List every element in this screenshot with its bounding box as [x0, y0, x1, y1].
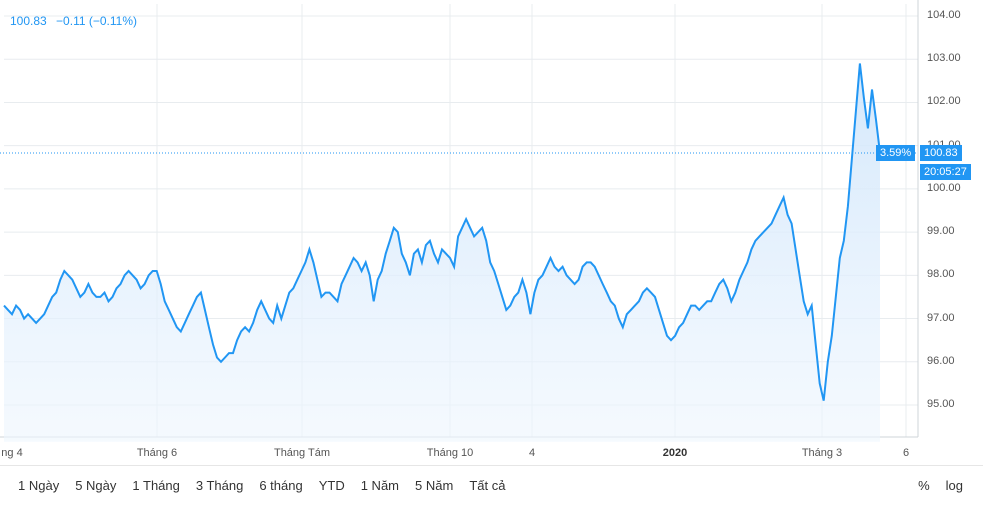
range-button-6m[interactable]: 6 tháng	[259, 478, 303, 493]
range-button-ytd[interactable]: YTD	[318, 478, 345, 493]
current-price: 100.83	[10, 14, 47, 28]
percent-badge: 3.59%	[876, 145, 916, 161]
log-scale-button[interactable]: log	[945, 478, 963, 493]
y-tick-label: 100.00	[927, 181, 961, 194]
x-tick-label: Tháng 10	[426, 447, 474, 459]
time-badge: 20:05:27	[920, 164, 971, 180]
range-button-all[interactable]: Tất cả	[469, 478, 506, 493]
range-button-1y[interactable]: 1 Năm	[360, 478, 400, 493]
price-badge: 100.83	[920, 145, 962, 161]
range-button-1m[interactable]: 1 Tháng	[132, 478, 180, 493]
range-button-5y[interactable]: 5 Năm	[415, 478, 454, 493]
price-readout: 100.83 −0.11 (−0.11%)	[10, 14, 143, 28]
x-tick-label: Tháng Tám	[273, 447, 331, 459]
range-button-5d[interactable]: 5 Ngày	[75, 478, 117, 493]
y-tick-label: 99.00	[927, 225, 955, 238]
price-change: −0.11 (−0.11%)	[56, 14, 137, 28]
range-button-1d[interactable]: 1 Ngày	[18, 478, 60, 493]
y-tick-label: 95.00	[927, 398, 955, 410]
chart-plot[interactable]	[0, 0, 983, 465]
x-tick-label: 2020	[662, 447, 688, 459]
range-selector: 1 Ngày 5 Ngày 1 Tháng 3 Tháng 6 tháng YT…	[10, 474, 513, 497]
y-tick-label: 98.00	[927, 268, 955, 281]
range-button-3m[interactable]: 3 Tháng	[195, 478, 244, 493]
x-tick-label: Tháng 6	[136, 447, 178, 459]
y-tick-label: 96.00	[927, 354, 955, 367]
scale-options: % log	[910, 474, 971, 497]
divider	[0, 465, 983, 466]
x-tick-label: 6	[902, 447, 910, 459]
x-tick-label: 4	[528, 447, 536, 459]
y-tick-label: 102.00	[927, 95, 961, 108]
y-tick-label: 97.00	[927, 311, 955, 324]
y-tick-label: 103.00	[927, 52, 961, 65]
percent-scale-button[interactable]: %	[918, 478, 930, 493]
x-tick-label: ng 4	[1, 447, 23, 459]
x-tick-label: Tháng 3	[801, 447, 843, 459]
price-line	[3, 63, 881, 401]
y-tick-label: 104.00	[927, 9, 961, 21]
